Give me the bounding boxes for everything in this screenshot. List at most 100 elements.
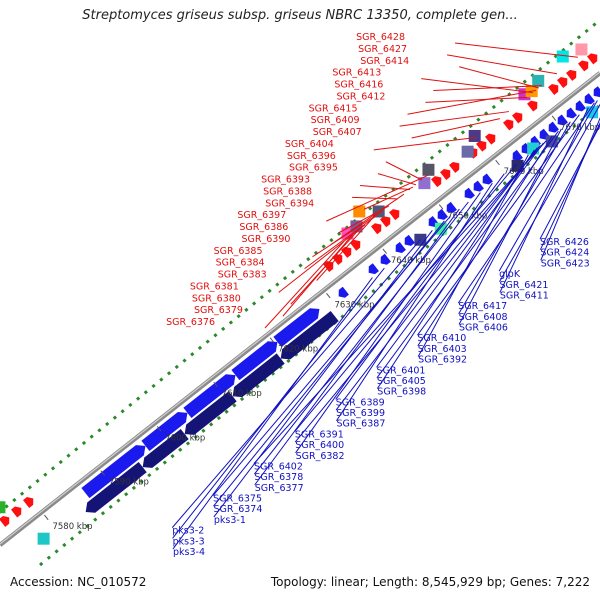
gene-label[interactable]: glpK	[499, 269, 521, 280]
gene-label[interactable]: SGR_6396	[287, 151, 336, 162]
gene-label[interactable]: SGR_6414	[360, 56, 409, 67]
gene-label[interactable]: SGR_6412	[336, 91, 385, 102]
gene-label[interactable]: SGR_6415	[309, 103, 358, 114]
genome-backbone	[0, 71, 600, 547]
gene-arrow	[368, 263, 379, 275]
label-leader	[294, 145, 541, 443]
label-leader	[376, 130, 559, 379]
gene-label[interactable]: SGR_6413	[332, 68, 381, 79]
gene-label[interactable]: SGR_6409	[311, 115, 360, 126]
gene-label[interactable]: SGR_6393	[261, 175, 310, 186]
gene-box	[461, 145, 474, 158]
gene-label[interactable]: SGR_6399	[336, 408, 385, 419]
gene-label[interactable]: SGR_6426	[540, 237, 589, 248]
gene-label[interactable]: SGR_6408	[459, 312, 508, 323]
tick-mark	[326, 292, 331, 299]
gene-arrow	[578, 60, 589, 72]
gene-label[interactable]: SGR_6398	[377, 387, 426, 398]
label-leader	[335, 173, 505, 400]
gene-label[interactable]: SGR_6421	[500, 280, 549, 291]
tick-mark	[269, 337, 275, 343]
gene-label[interactable]: SGR_6402	[254, 461, 303, 472]
label-leader	[425, 96, 527, 103]
gene-label[interactable]: pks3-1	[214, 515, 246, 526]
gene-label[interactable]: SGR_6406	[459, 323, 508, 334]
gene-label[interactable]: SGR_6390	[241, 234, 290, 245]
gene-label[interactable]: SGR_6397	[237, 210, 286, 221]
gene-label[interactable]: SGR_6394	[265, 198, 314, 209]
gene-label[interactable]: SGR_6395	[289, 163, 338, 174]
gene-label[interactable]: SGR_6388	[263, 186, 312, 197]
tick-mark	[438, 204, 444, 210]
label-leader	[326, 174, 429, 222]
gene-label[interactable]: SGR_6403	[418, 344, 467, 355]
label-leader	[454, 42, 578, 58]
gene-label[interactable]: SGR_6428	[356, 32, 405, 43]
gene-label[interactable]: SGR_6424	[540, 248, 589, 259]
gene-arrow	[587, 53, 598, 65]
label-leader	[172, 277, 373, 550]
label-leader	[171, 239, 421, 528]
gene-label[interactable]: pks3-3	[173, 536, 205, 547]
gene-label[interactable]: SGR_6416	[334, 80, 383, 91]
label-leader	[499, 103, 600, 283]
tick-label: 7610 kbp	[222, 389, 262, 399]
gene-arrow	[482, 173, 493, 185]
pks-gene-block	[81, 445, 146, 499]
gene-arrow	[338, 286, 349, 298]
label-leader	[312, 210, 384, 258]
gene-label[interactable]: SGR_6384	[216, 258, 265, 269]
gene-label[interactable]: SGR_6389	[336, 397, 385, 408]
gene-arrow	[512, 112, 523, 124]
gene-label[interactable]: SGR_6400	[295, 440, 344, 451]
label-leader	[213, 220, 445, 507]
gene-label[interactable]: SGR_6411	[500, 290, 549, 301]
gene-arrow	[23, 497, 34, 509]
gene-label[interactable]: SGR_6378	[254, 472, 303, 483]
gene-label[interactable]: SGR_6385	[214, 246, 263, 257]
tick-label: 7600 kbp	[165, 433, 205, 443]
label-leader	[316, 219, 372, 281]
label-leader	[385, 161, 423, 181]
gene-arrow	[476, 140, 487, 152]
gene-label[interactable]: SGR_6423	[541, 258, 590, 269]
gene-label[interactable]: SGR_6380	[192, 293, 241, 304]
gene-label[interactable]: SGR_6392	[418, 355, 467, 366]
gene-label[interactable]: SGR_6383	[218, 270, 267, 281]
upper-dotted-guide	[0, 18, 600, 514]
gene-label[interactable]: SGR_6391	[295, 429, 344, 440]
label-leader	[421, 78, 533, 94]
gene-label[interactable]: SGR_6405	[377, 376, 426, 387]
tick-label: 7660 kbp	[504, 167, 544, 177]
tick-label: 7590 kbp	[109, 478, 149, 488]
gene-label[interactable]: SGR_6375	[213, 494, 262, 505]
gene-arrow	[389, 209, 400, 221]
gene-box	[575, 43, 588, 56]
gene-arrow	[431, 176, 442, 188]
genome-backbone-highlight	[0, 71, 600, 545]
gene-label[interactable]: SGR_6376	[166, 317, 215, 328]
gene-label[interactable]: SGR_6386	[239, 222, 288, 233]
gene-label[interactable]: SGR_6379	[194, 305, 243, 316]
gene-label[interactable]: SGR_6417	[458, 301, 507, 312]
gene-label[interactable]: SGR_6407	[313, 127, 362, 138]
gene-label[interactable]: SGR_6382	[296, 451, 345, 462]
pks-gene-block	[142, 428, 189, 468]
label-leader	[172, 267, 385, 539]
pks-gene-block	[232, 353, 285, 398]
gene-box	[0, 501, 6, 514]
gene-label[interactable]: pks3-2	[172, 526, 204, 537]
gene-label[interactable]: SGR_6374	[213, 504, 262, 515]
gene-label[interactable]: SGR_6427	[358, 44, 407, 55]
gene-label[interactable]: SGR_6377	[255, 483, 304, 494]
label-leader	[459, 66, 540, 89]
gene-label[interactable]: pks3-4	[173, 547, 205, 558]
gene-label[interactable]: SGR_6381	[190, 281, 239, 292]
lower-gene-labels: SGR_6426SGR_6424SGR_6423glpKSGR_6421SGR_…	[171, 100, 600, 558]
gene-label[interactable]: SGR_6404	[285, 139, 334, 150]
gene-label[interactable]: SGR_6410	[417, 333, 466, 344]
gene-label[interactable]: SGR_6401	[377, 365, 426, 376]
gene-label[interactable]: SGR_6387	[336, 419, 385, 430]
label-leader	[540, 117, 600, 261]
